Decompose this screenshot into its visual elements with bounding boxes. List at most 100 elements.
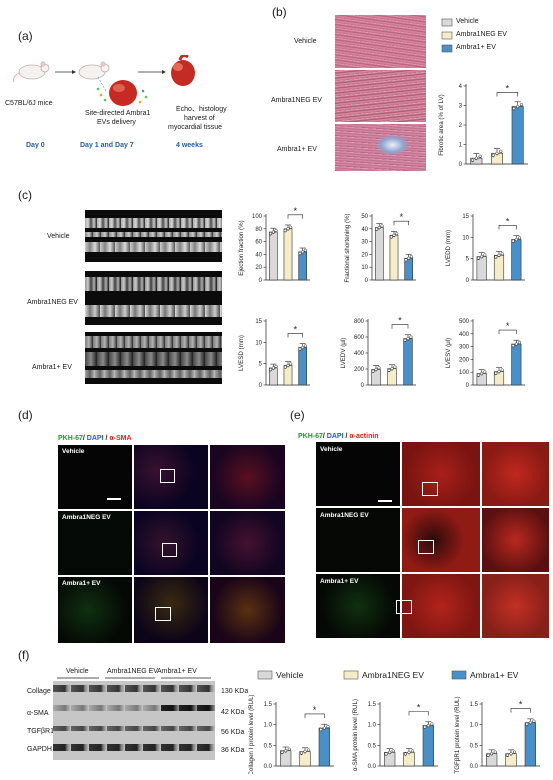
bar [422, 725, 434, 767]
bar [298, 347, 308, 386]
data-point [375, 227, 379, 231]
data-point [423, 725, 427, 729]
data-point [298, 347, 302, 351]
data-point [505, 753, 510, 757]
data-point [525, 722, 529, 726]
y-tick-label: 0.5 [470, 743, 479, 749]
bar [374, 227, 384, 281]
y-axis-label: TGFβR1 protein level (RUL) [454, 696, 461, 773]
data-point [289, 225, 293, 229]
data-point [299, 751, 304, 755]
data-point [387, 368, 391, 372]
heart-icon [171, 55, 195, 86]
data-point [392, 233, 396, 237]
data-point [286, 363, 290, 367]
f-chart-sma: α-SMA protein level (RUL) 0.0 0.5 1.0 1.5 * [352, 699, 438, 771]
y-axis-label: Ejection fraction (%) [238, 220, 245, 275]
y-tick-label: 0 [365, 278, 369, 284]
western-blot [53, 681, 215, 760]
panel-e-label: (e) [290, 408, 305, 422]
y-tick-label: 400 [354, 351, 365, 357]
significance-star: * [294, 206, 298, 216]
data-point [495, 151, 499, 155]
b-legend-vehicle: Vehicle [456, 18, 479, 25]
significance-bracket [287, 214, 303, 219]
legend-swatch-vehicle [257, 670, 273, 680]
f-protein-sma: α-SMA [27, 710, 49, 717]
mice-label: C57BL/6J mice [5, 100, 53, 107]
data-point [280, 750, 284, 754]
data-point [476, 256, 481, 260]
weeks-label: 4 weeks [176, 142, 203, 149]
y-tick-label: 1.5 [470, 702, 479, 708]
y-tick-label: 80 [255, 227, 262, 233]
data-point [499, 149, 503, 153]
f-protein-collagen: Collage I [27, 688, 55, 695]
d-title: PKH-67/ DAPI / α-SMA [58, 435, 132, 442]
y-tick-label: 40 [361, 227, 368, 233]
data-point [497, 370, 501, 374]
data-point [393, 365, 397, 369]
y-tick-label: 2 [459, 123, 463, 129]
bar [318, 727, 330, 767]
y-axis-label: LVESD (mm) [238, 335, 245, 371]
data-point [284, 749, 288, 753]
data-point [409, 335, 413, 339]
f-group-lines [57, 677, 211, 679]
histology-image-vehicle [335, 15, 426, 68]
data-point [490, 752, 494, 756]
delivery-label-2: EVs delivery [97, 119, 136, 126]
significance-star: * [313, 705, 317, 715]
significance-star: * [506, 321, 510, 331]
data-point [326, 724, 330, 728]
f-protein-gapdh: GAPDH [27, 746, 52, 753]
bar [511, 239, 522, 281]
y-tick-label: 600 [354, 335, 365, 341]
b-legend-plus: Ambra1+ EV [456, 44, 496, 51]
e-row-plus: Ambra1+ EV [320, 578, 359, 585]
data-point [532, 719, 536, 723]
y-tick-label: 30 [361, 240, 368, 246]
data-point [404, 258, 408, 262]
data-point [303, 344, 307, 348]
f-kda-56: 56 KDa [221, 729, 245, 736]
data-point [377, 366, 381, 370]
data-point [371, 369, 375, 373]
y-tick-label: 0 [459, 162, 463, 168]
data-point [406, 337, 410, 341]
data-point [528, 721, 532, 725]
delivery-label-1: Site-directed Ambra1 [85, 110, 151, 117]
legend-swatch-plus [441, 44, 453, 53]
data-point [377, 225, 381, 230]
f-chart-collagen: Collagen I protein level (RUL) 0.0 0.5 1.0 1… [248, 694, 334, 774]
y-tick-label: 10 [361, 265, 368, 271]
f-group-plus: Ambra1+ EV [157, 668, 197, 675]
data-point [298, 251, 302, 255]
data-point [301, 250, 305, 254]
f-group-neg: Ambra1NEG EV [107, 668, 158, 675]
y-axis-label: LVEDV (μl) [340, 338, 347, 369]
y-tick-label: 0 [259, 383, 263, 389]
data-point [287, 747, 291, 751]
significance-star: * [417, 702, 421, 712]
y-tick-label: 300 [459, 345, 470, 351]
y-tick-label: 200 [459, 357, 470, 363]
y-tick-label: 0 [259, 278, 263, 284]
y-tick-label: 1.5 [264, 702, 273, 708]
c-chart-lvesd: LVESD (mm) 0 5 10 15 * [238, 319, 310, 389]
data-point [384, 752, 388, 756]
data-point [271, 366, 275, 370]
legend-swatch-plus [451, 670, 467, 680]
bar [524, 722, 536, 767]
data-point [391, 749, 395, 753]
data-point [274, 364, 278, 368]
echo-trace-neg [85, 271, 222, 325]
echo-label-2: harvest of [184, 115, 215, 122]
data-point [380, 224, 384, 228]
y-tick-label: 5 [259, 362, 263, 368]
y-tick-label: 0.0 [264, 764, 273, 770]
d-row-plus: Ambra1+ EV [62, 580, 101, 587]
b-row-plus: Ambra1+ EV [277, 146, 317, 153]
data-point [390, 367, 394, 371]
b-legend-neg: Ambra1NEG EV [456, 31, 507, 38]
